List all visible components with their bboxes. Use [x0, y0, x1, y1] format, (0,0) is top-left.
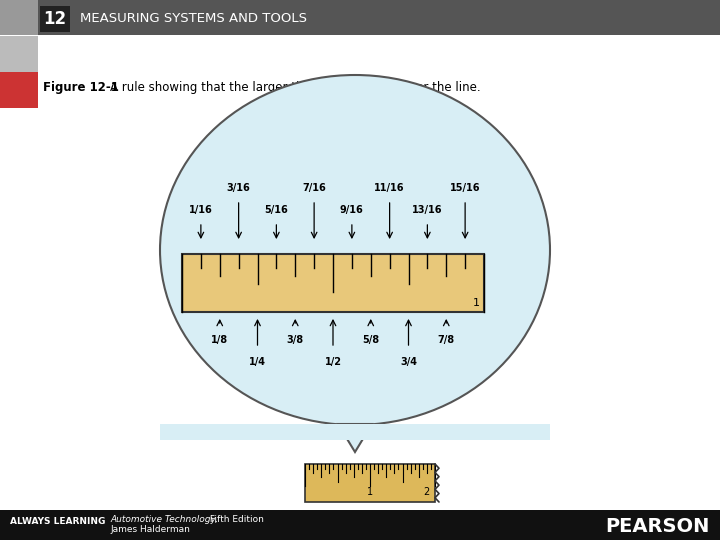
Polygon shape: [338, 424, 372, 452]
FancyBboxPatch shape: [0, 510, 720, 540]
Text: 1/4: 1/4: [249, 357, 266, 367]
Text: 7/16: 7/16: [302, 183, 326, 193]
Text: 13/16: 13/16: [412, 205, 443, 215]
Text: 1/2: 1/2: [325, 357, 341, 367]
FancyBboxPatch shape: [305, 464, 435, 502]
FancyBboxPatch shape: [182, 254, 484, 312]
Text: 15/16: 15/16: [450, 183, 480, 193]
Text: 12: 12: [43, 10, 66, 28]
Text: Automotive Technology,: Automotive Technology,: [110, 516, 218, 524]
Text: 1/16: 1/16: [189, 205, 212, 215]
Text: 9/16: 9/16: [340, 205, 364, 215]
Text: 2: 2: [424, 487, 430, 497]
Text: 1: 1: [472, 298, 480, 308]
Polygon shape: [160, 424, 550, 440]
Text: 5/16: 5/16: [264, 205, 288, 215]
Text: PEARSON: PEARSON: [606, 516, 710, 536]
Text: Figure 12-1: Figure 12-1: [43, 80, 119, 93]
Text: 3/16: 3/16: [227, 183, 251, 193]
Text: 5/8: 5/8: [362, 335, 379, 345]
FancyBboxPatch shape: [0, 0, 38, 35]
Text: MEASURING SYSTEMS AND TOOLS: MEASURING SYSTEMS AND TOOLS: [80, 12, 307, 25]
FancyBboxPatch shape: [0, 0, 720, 35]
Ellipse shape: [160, 75, 550, 425]
FancyBboxPatch shape: [0, 36, 38, 72]
Text: James Halderman: James Halderman: [110, 525, 190, 535]
Text: 3/4: 3/4: [400, 357, 417, 367]
Text: A rule showing that the larger the division, the longer the line.: A rule showing that the larger the divis…: [110, 80, 481, 93]
Text: 1/8: 1/8: [211, 335, 228, 345]
Text: 11/16: 11/16: [374, 183, 405, 193]
Text: Fifth Edition: Fifth Edition: [207, 516, 264, 524]
FancyBboxPatch shape: [40, 6, 70, 32]
Text: 3/8: 3/8: [287, 335, 304, 345]
Text: ALWAYS LEARNING: ALWAYS LEARNING: [10, 516, 105, 525]
FancyBboxPatch shape: [0, 72, 38, 108]
Text: 7/8: 7/8: [438, 335, 455, 345]
Text: 1: 1: [367, 487, 373, 497]
